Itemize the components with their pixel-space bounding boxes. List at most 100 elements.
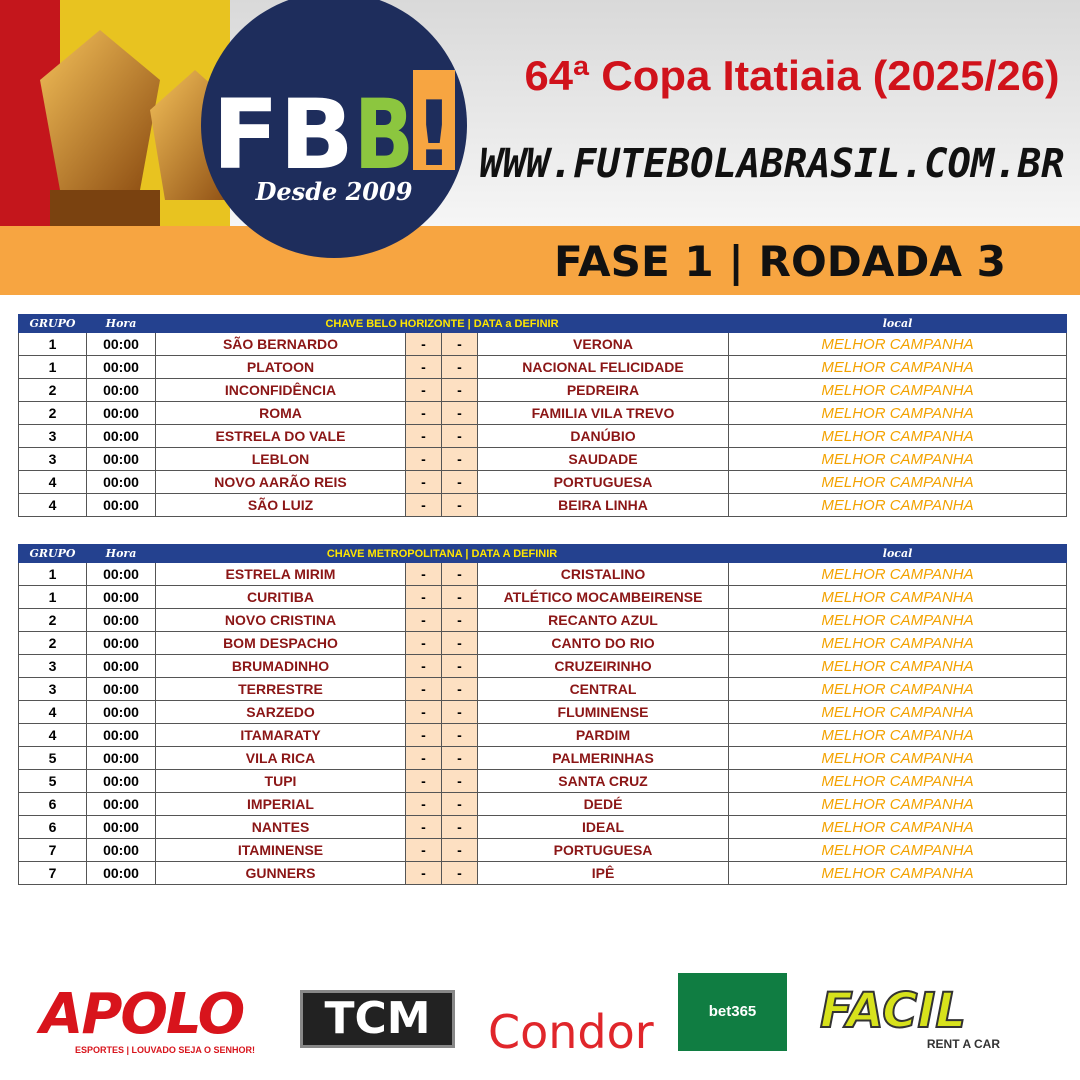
home-team: PLATOON	[155, 355, 406, 379]
score-home: -	[405, 815, 442, 839]
group: 2	[18, 378, 87, 402]
venue: MELHOR CAMPANHA	[728, 401, 1067, 425]
venue: MELHOR CAMPANHA	[728, 608, 1068, 632]
home-team: CURITIBA	[155, 585, 406, 609]
sponsor-name: FACIL	[819, 983, 967, 1039]
logo-box	[413, 70, 455, 170]
home-team: BOM DESPACHO	[155, 631, 406, 655]
score-home: -	[405, 332, 442, 356]
match-row: 2 00:00 NOVO CRISTINA - - RECANTO AZUL MELHOR …	[18, 608, 1068, 632]
venue: MELHOR CAMPANHA	[728, 838, 1068, 862]
column-header: GRUPO	[18, 544, 87, 563]
fixtures-table: GRUPO Hora CHAVE BELO HORIZONTE | DATA a D…	[18, 314, 1067, 517]
group: 2	[18, 401, 87, 425]
away-team: DANÚBIO	[477, 424, 729, 448]
table-body: GRUPO Hora CHAVE BELO HORIZONTE | DATA a D…	[18, 314, 1067, 517]
logo-text: B	[354, 79, 414, 191]
away-team: IDEAL	[476, 815, 730, 839]
home-team: SARZEDO	[155, 700, 406, 724]
time: 00:00	[86, 470, 156, 494]
group: 6	[18, 815, 87, 839]
time: 00:00	[86, 654, 156, 678]
score-away: -	[441, 470, 478, 494]
score-home: -	[405, 447, 442, 471]
away-team: BEIRA LINHA	[477, 493, 729, 517]
away-team: SANTA CRUZ	[476, 769, 730, 793]
score-home: -	[405, 861, 442, 885]
match-row: 4 00:00 SARZEDO - - FLUMINENSE MELHOR CAMPANHA	[18, 700, 1068, 724]
score-home: -	[405, 631, 442, 655]
column-header: local	[728, 544, 1068, 563]
time: 00:00	[86, 769, 156, 793]
home-team: BRUMADINHO	[155, 654, 406, 678]
score-home: -	[405, 677, 442, 701]
score-away: -	[441, 700, 478, 724]
away-team: CRUZEIRINHO	[476, 654, 730, 678]
sponsor-tagline: RENT A CAR	[926, 1037, 1000, 1051]
group: 3	[18, 424, 87, 448]
venue: MELHOR CAMPANHA	[728, 677, 1068, 701]
time: 00:00	[86, 838, 156, 862]
time: 00:00	[86, 608, 156, 632]
score-away: -	[441, 562, 478, 586]
score-away: -	[441, 493, 478, 517]
match-row: 1 00:00 CURITIBA - - ATLÉTICO MOCAMBEIRENSE ME…	[18, 585, 1068, 609]
home-team: ITAMINENSE	[155, 838, 406, 862]
match-row: 1 00:00 PLATOON - - NACIONAL FELICIDADE MELHOR…	[18, 355, 1067, 379]
away-team: PEDREIRA	[477, 378, 729, 402]
time: 00:00	[86, 585, 156, 609]
away-team: DEDÉ	[476, 792, 730, 816]
group: 1	[18, 355, 87, 379]
score-away: -	[441, 378, 478, 402]
time: 00:00	[86, 378, 156, 402]
home-team: ESTRELA DO VALE	[155, 424, 406, 448]
phase: FASE 1 | RODADA 3	[554, 237, 1006, 286]
home-team: LEBLON	[155, 447, 406, 471]
match-row: 3 00:00 TERRESTRE - - CENTRAL MELHOR CAMPANHA	[18, 677, 1068, 701]
url: WWW.FUTEBOLABRASIL.COM.BR	[480, 141, 1065, 187]
time: 00:00	[86, 723, 156, 747]
score-home: -	[405, 562, 442, 586]
home-team: ITAMARATY	[155, 723, 406, 747]
match-row: 7 00:00 ITAMINENSE - - PORTUGUESA MELHOR CAMPA…	[18, 838, 1068, 862]
group: 4	[18, 700, 87, 724]
away-team: VERONA	[477, 332, 729, 356]
home-team: TUPI	[155, 769, 406, 793]
score-away: -	[441, 654, 478, 678]
table-body: GRUPO Hora CHAVE METROPOLITANA | DATA A DE…	[18, 544, 1068, 885]
score-away: -	[441, 447, 478, 471]
logo-circle	[201, 0, 467, 258]
venue: MELHOR CAMPANHA	[728, 631, 1068, 655]
title: 64ª Copa Itatiaia (2025/26)	[525, 52, 1060, 99]
score-away: -	[441, 723, 478, 747]
home-team: NANTES	[155, 815, 406, 839]
venue: MELHOR CAMPANHA	[728, 585, 1068, 609]
fixtures-table: GRUPO Hora CHAVE METROPOLITANA | DATA A DE…	[18, 544, 1068, 885]
venue: MELHOR CAMPANHA	[728, 746, 1068, 770]
table-title: CHAVE METROPOLITANA | DATA A DEFINIR	[154, 544, 730, 563]
home-team: TERRESTRE	[155, 677, 406, 701]
venue: MELHOR CAMPANHA	[728, 861, 1068, 885]
venue: MELHOR CAMPANHA	[728, 355, 1067, 379]
venue: MELHOR CAMPANHA	[728, 815, 1068, 839]
sponsor-name: APOLO	[40, 982, 245, 1047]
logo-text: FB	[212, 79, 354, 191]
match-row: 3 00:00 LEBLON - - SAUDADE MELHOR CAMPANHA	[18, 447, 1067, 471]
match-row: 2 00:00 ROMA - - FAMILIA VILA TREVO MELHOR CAM…	[18, 401, 1067, 425]
score-home: -	[405, 838, 442, 862]
time: 00:00	[86, 562, 156, 586]
venue: MELHOR CAMPANHA	[728, 769, 1068, 793]
score-home: -	[405, 355, 442, 379]
home-team: NOVO AARÃO REIS	[155, 470, 406, 494]
match-row: 6 00:00 NANTES - - IDEAL MELHOR CAMPANHA	[18, 815, 1068, 839]
score-home: -	[405, 654, 442, 678]
group: 1	[18, 562, 87, 586]
group: 6	[18, 792, 87, 816]
match-row: 7 00:00 GUNNERS - - IPÊ MELHOR CAMPANHA	[18, 861, 1068, 885]
venue: MELHOR CAMPANHA	[728, 378, 1067, 402]
column-header: local	[728, 314, 1067, 333]
score-home: -	[405, 723, 442, 747]
venue: MELHOR CAMPANHA	[728, 493, 1067, 517]
group: 1	[18, 332, 87, 356]
